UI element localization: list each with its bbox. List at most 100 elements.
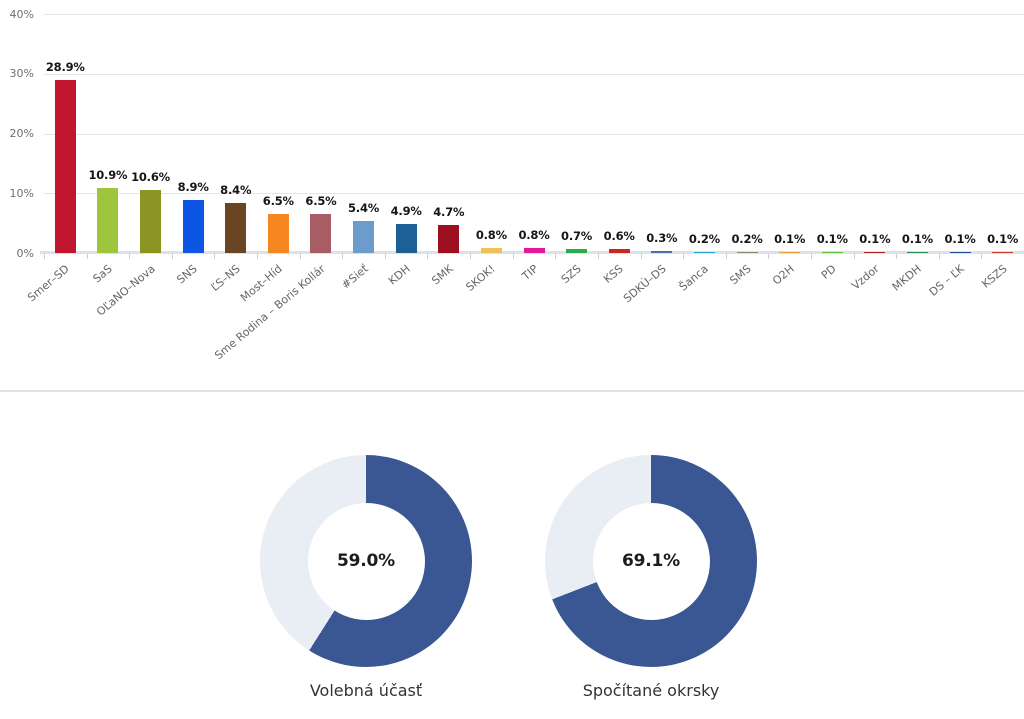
bar-value-label: 4.7% <box>433 204 465 219</box>
y-axis-label-20%: 20% <box>9 127 34 140</box>
x-axis-tick <box>725 254 727 259</box>
x-axis-tick <box>853 254 855 259</box>
category-label-skok: SKOK! <box>463 262 499 294</box>
category-label-ds-k: DS – ĽK <box>926 262 967 299</box>
bar-pd[interactable] <box>821 252 843 253</box>
category-label-sas: SaS <box>90 262 115 286</box>
bar-value-label: 6.5% <box>262 194 294 209</box>
gridline-40% <box>44 14 1024 15</box>
x-axis-tick <box>597 254 599 259</box>
bar-tip[interactable] <box>523 248 545 253</box>
y-axis-label-0%: 0% <box>16 246 34 260</box>
bar-value-label: 0.3% <box>646 231 678 246</box>
party-results-bar-chart: 0% 10% 20% 30% 40% 28.9% Smer–SD 10.9% SaS 10.6% O… <box>9 7 1024 362</box>
category-label-tip: TIP <box>519 262 541 283</box>
bar-s-ns[interactable] <box>225 202 247 253</box>
x-axis-tick <box>44 254 45 259</box>
x-axis-tick <box>384 254 386 259</box>
bar-value-label: 6.5% <box>305 194 337 209</box>
category-label-smk: SMK <box>428 262 456 288</box>
x-axis-tick <box>683 254 685 259</box>
donut-chart-turnout[interactable]: 59.0% <box>260 455 472 667</box>
bar-value-label: 0.1% <box>901 232 934 247</box>
gridline-30% <box>44 73 1024 75</box>
bar-value-label: 10.6% <box>131 169 170 184</box>
donut-caption-counted-districts: Spočítané okrsky <box>582 681 720 700</box>
gridline-20% <box>44 133 1024 135</box>
category-label-mkdh: MKDH <box>890 262 925 294</box>
category-label-sie: #Sieť <box>338 262 371 292</box>
donut-value-counted-districts: 69.1% <box>622 551 680 571</box>
x-axis-tick <box>470 254 472 259</box>
bar-sdk-ds[interactable] <box>651 251 673 253</box>
bar-value-label: 28.9% <box>45 60 85 75</box>
x-axis-tick <box>129 254 131 259</box>
category-label-sms: SMS <box>727 262 754 288</box>
bar-sms[interactable] <box>736 251 758 253</box>
bar-anca[interactable] <box>693 251 715 253</box>
bar-smer-sd[interactable] <box>54 80 76 253</box>
bar-skok[interactable] <box>480 248 502 253</box>
bar-value-label: 0.1% <box>987 232 1019 247</box>
bar-kdh[interactable] <box>395 223 417 253</box>
bar-value-label: 0.1% <box>859 232 891 247</box>
bar-o-ano-nova[interactable] <box>140 189 162 253</box>
bar-sas[interactable] <box>97 187 119 253</box>
x-axis-tick <box>555 254 557 259</box>
bar-value-label: 10.9% <box>88 167 128 182</box>
x-axis-tick <box>768 254 770 259</box>
x-axis-tick <box>257 254 259 259</box>
bar-value-label: 8.4% <box>220 182 252 197</box>
bar-szs[interactable] <box>566 248 588 253</box>
x-axis-tick <box>299 254 301 259</box>
bar-value-label: 0.8% <box>475 228 507 243</box>
bar-value-label: 8.9% <box>177 179 209 194</box>
bar-kss[interactable] <box>608 249 630 253</box>
category-label-o2h: O2H <box>769 262 797 288</box>
bar-most-h-d[interactable] <box>267 214 289 253</box>
x-axis-tick <box>938 254 940 259</box>
category-label-szs: SZS <box>558 262 584 287</box>
y-axis-label-40%: 40% <box>9 7 34 21</box>
bar-value-label: 4.9% <box>390 203 422 218</box>
bar-kszs[interactable] <box>992 252 1014 253</box>
bar-mkdh[interactable] <box>906 252 928 253</box>
x-axis-tick <box>512 254 514 259</box>
bar-value-label: 0.1% <box>774 232 806 247</box>
bar-value-label: 5.4% <box>348 200 380 215</box>
category-label-kdh: KDH <box>386 262 413 288</box>
y-axis-label-30%: 30% <box>9 67 34 81</box>
bar-value-label: 0.1% <box>944 232 976 247</box>
category-label-kszs: KSZS <box>979 262 1010 291</box>
x-axis-tick <box>896 254 898 259</box>
bar-value-label: 0.7% <box>561 228 593 243</box>
bar-o2h[interactable] <box>779 252 801 253</box>
bar-value-label: 0.2% <box>731 231 763 246</box>
bar-value-label: 0.6% <box>603 229 635 244</box>
x-axis-tick <box>214 254 216 259</box>
bar-vzdor[interactable] <box>864 252 886 253</box>
x-axis-tick <box>640 254 642 259</box>
x-axis-tick <box>427 254 429 259</box>
x-axis-tick <box>86 254 88 259</box>
bar-value-label: 0.2% <box>688 231 720 246</box>
category-label-s-ns: ĽS–NS <box>208 262 243 294</box>
donut-caption-turnout: Volebná účasť <box>309 681 423 700</box>
donut-chart-counted-districts[interactable]: 69.1% <box>545 455 757 667</box>
category-label-anca: Šanca <box>677 262 712 294</box>
bar-ds-k[interactable] <box>949 252 971 253</box>
x-axis-tick <box>810 254 812 259</box>
bar-smk[interactable] <box>438 224 460 253</box>
bar-sns[interactable] <box>182 199 204 253</box>
category-label-smer-sd: Smer–SD <box>25 262 73 305</box>
section-divider <box>0 390 1024 392</box>
category-label-sns: SNS <box>174 262 200 287</box>
bar-sme-rodina-boris-koll-r[interactable] <box>310 214 332 253</box>
x-axis-tick <box>342 254 344 259</box>
gridline-10% <box>44 193 1024 195</box>
category-label-sdk-ds: SDKÚ–DS <box>620 262 669 306</box>
bar-value-label: 0.1% <box>816 232 848 247</box>
bar-sie[interactable] <box>353 220 375 253</box>
x-axis-tick <box>171 254 173 259</box>
